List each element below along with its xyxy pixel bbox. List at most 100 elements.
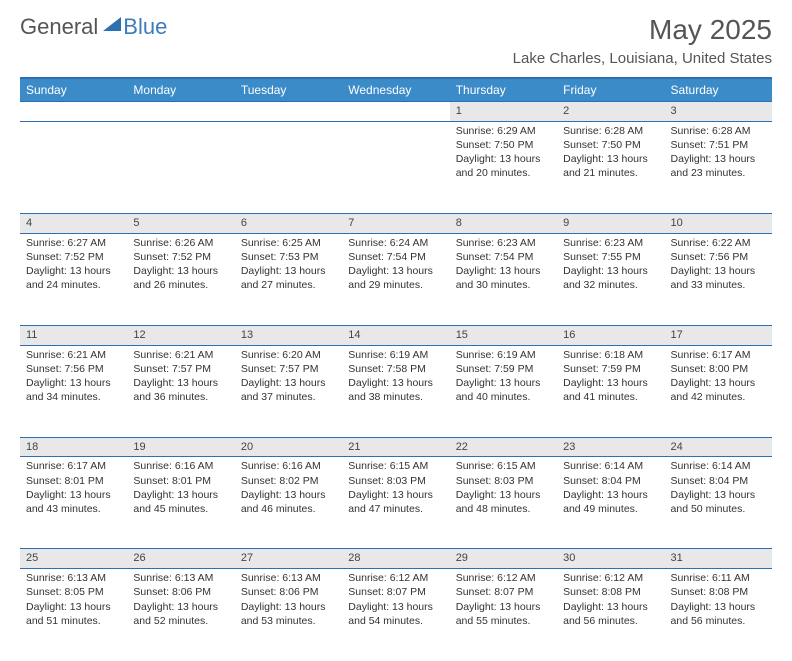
- month-title: May 2025: [513, 14, 772, 46]
- sunrise-line: Sunrise: 6:16 AM: [133, 459, 228, 473]
- day-number-cell: 8: [450, 213, 557, 233]
- day-cell: Sunrise: 6:17 AMSunset: 8:01 PMDaylight:…: [20, 457, 127, 549]
- day-cell-body: Sunrise: 6:26 AMSunset: 7:52 PMDaylight:…: [127, 234, 234, 297]
- daylight-line: Daylight: 13 hours and 26 minutes.: [133, 264, 228, 292]
- day-number-cell: 16: [557, 325, 664, 345]
- day-cell-body: Sunrise: 6:16 AMSunset: 8:01 PMDaylight:…: [127, 457, 234, 520]
- weekday-header-row: Sunday Monday Tuesday Wednesday Thursday…: [20, 78, 772, 102]
- day-cell: Sunrise: 6:24 AMSunset: 7:54 PMDaylight:…: [342, 233, 449, 325]
- day-cell: Sunrise: 6:29 AMSunset: 7:50 PMDaylight:…: [450, 121, 557, 213]
- day-cell: Sunrise: 6:22 AMSunset: 7:56 PMDaylight:…: [665, 233, 772, 325]
- day-cell-body: Sunrise: 6:18 AMSunset: 7:59 PMDaylight:…: [557, 346, 664, 409]
- week-row: Sunrise: 6:13 AMSunset: 8:05 PMDaylight:…: [20, 569, 772, 661]
- day-cell-body: Sunrise: 6:28 AMSunset: 7:51 PMDaylight:…: [665, 122, 772, 185]
- col-monday: Monday: [127, 78, 234, 102]
- day-number-cell: 19: [127, 437, 234, 457]
- day-number-cell: 12: [127, 325, 234, 345]
- sunset-line: Sunset: 8:00 PM: [671, 362, 766, 376]
- day-cell-body: Sunrise: 6:14 AMSunset: 8:04 PMDaylight:…: [665, 457, 772, 520]
- daylight-line: Daylight: 13 hours and 43 minutes.: [26, 488, 121, 516]
- day-cell: Sunrise: 6:21 AMSunset: 7:57 PMDaylight:…: [127, 345, 234, 437]
- day-cell: Sunrise: 6:12 AMSunset: 8:07 PMDaylight:…: [450, 569, 557, 661]
- daylight-line: Daylight: 13 hours and 41 minutes.: [563, 376, 658, 404]
- week-row: Sunrise: 6:21 AMSunset: 7:56 PMDaylight:…: [20, 345, 772, 437]
- day-cell-body: Sunrise: 6:13 AMSunset: 8:06 PMDaylight:…: [235, 569, 342, 632]
- sunrise-line: Sunrise: 6:29 AM: [456, 124, 551, 138]
- day-number-cell: 29: [450, 549, 557, 569]
- day-cell: Sunrise: 6:18 AMSunset: 7:59 PMDaylight:…: [557, 345, 664, 437]
- sunset-line: Sunset: 7:50 PM: [456, 138, 551, 152]
- day-number-cell: 21: [342, 437, 449, 457]
- day-number-cell: 14: [342, 325, 449, 345]
- day-number-cell: 18: [20, 437, 127, 457]
- day-number-cell: 2: [557, 102, 664, 122]
- sunrise-line: Sunrise: 6:12 AM: [563, 571, 658, 585]
- day-number-cell: 27: [235, 549, 342, 569]
- day-cell: Sunrise: 6:27 AMSunset: 7:52 PMDaylight:…: [20, 233, 127, 325]
- day-cell-body: Sunrise: 6:25 AMSunset: 7:53 PMDaylight:…: [235, 234, 342, 297]
- calendar-table: Sunday Monday Tuesday Wednesday Thursday…: [20, 77, 772, 661]
- day-cell-body: Sunrise: 6:22 AMSunset: 7:56 PMDaylight:…: [665, 234, 772, 297]
- daynum-row: 18192021222324: [20, 437, 772, 457]
- day-cell: Sunrise: 6:16 AMSunset: 8:01 PMDaylight:…: [127, 457, 234, 549]
- daylight-line: Daylight: 13 hours and 51 minutes.: [26, 600, 121, 628]
- day-number-cell: [20, 102, 127, 122]
- day-cell: Sunrise: 6:12 AMSunset: 8:07 PMDaylight:…: [342, 569, 449, 661]
- day-cell: Sunrise: 6:13 AMSunset: 8:05 PMDaylight:…: [20, 569, 127, 661]
- daylight-line: Daylight: 13 hours and 55 minutes.: [456, 600, 551, 628]
- day-cell-body: Sunrise: 6:17 AMSunset: 8:00 PMDaylight:…: [665, 346, 772, 409]
- day-cell: Sunrise: 6:14 AMSunset: 8:04 PMDaylight:…: [557, 457, 664, 549]
- sunrise-line: Sunrise: 6:13 AM: [133, 571, 228, 585]
- day-cell-body: Sunrise: 6:16 AMSunset: 8:02 PMDaylight:…: [235, 457, 342, 520]
- sunset-line: Sunset: 7:52 PM: [133, 250, 228, 264]
- daylight-line: Daylight: 13 hours and 36 minutes.: [133, 376, 228, 404]
- day-number-cell: [127, 102, 234, 122]
- sunrise-line: Sunrise: 6:23 AM: [563, 236, 658, 250]
- sunrise-line: Sunrise: 6:17 AM: [671, 348, 766, 362]
- day-cell-body: Sunrise: 6:15 AMSunset: 8:03 PMDaylight:…: [342, 457, 449, 520]
- day-cell: Sunrise: 6:28 AMSunset: 7:51 PMDaylight:…: [665, 121, 772, 213]
- day-cell: Sunrise: 6:11 AMSunset: 8:08 PMDaylight:…: [665, 569, 772, 661]
- logo: General Blue: [20, 14, 167, 40]
- sunset-line: Sunset: 8:02 PM: [241, 474, 336, 488]
- sunset-line: Sunset: 8:04 PM: [671, 474, 766, 488]
- sunrise-line: Sunrise: 6:20 AM: [241, 348, 336, 362]
- daylight-line: Daylight: 13 hours and 27 minutes.: [241, 264, 336, 292]
- day-number-cell: [342, 102, 449, 122]
- sunset-line: Sunset: 8:03 PM: [456, 474, 551, 488]
- sunrise-line: Sunrise: 6:24 AM: [348, 236, 443, 250]
- day-cell-body: Sunrise: 6:12 AMSunset: 8:08 PMDaylight:…: [557, 569, 664, 632]
- day-cell-body: Sunrise: 6:19 AMSunset: 7:58 PMDaylight:…: [342, 346, 449, 409]
- sunset-line: Sunset: 7:57 PM: [241, 362, 336, 376]
- daylight-line: Daylight: 13 hours and 48 minutes.: [456, 488, 551, 516]
- day-cell: Sunrise: 6:17 AMSunset: 8:00 PMDaylight:…: [665, 345, 772, 437]
- sunset-line: Sunset: 8:06 PM: [241, 585, 336, 599]
- daylight-line: Daylight: 13 hours and 50 minutes.: [671, 488, 766, 516]
- day-number-cell: [235, 102, 342, 122]
- day-number-cell: 23: [557, 437, 664, 457]
- day-cell-body: Sunrise: 6:12 AMSunset: 8:07 PMDaylight:…: [342, 569, 449, 632]
- daylight-line: Daylight: 13 hours and 56 minutes.: [671, 600, 766, 628]
- day-number-cell: 20: [235, 437, 342, 457]
- day-number-cell: 5: [127, 213, 234, 233]
- sunrise-line: Sunrise: 6:21 AM: [26, 348, 121, 362]
- sunset-line: Sunset: 7:59 PM: [456, 362, 551, 376]
- sunrise-line: Sunrise: 6:19 AM: [348, 348, 443, 362]
- day-cell-body: Sunrise: 6:15 AMSunset: 8:03 PMDaylight:…: [450, 457, 557, 520]
- col-saturday: Saturday: [665, 78, 772, 102]
- sunset-line: Sunset: 8:01 PM: [26, 474, 121, 488]
- sunrise-line: Sunrise: 6:16 AM: [241, 459, 336, 473]
- day-cell: Sunrise: 6:20 AMSunset: 7:57 PMDaylight:…: [235, 345, 342, 437]
- daylight-line: Daylight: 13 hours and 33 minutes.: [671, 264, 766, 292]
- day-cell-body: Sunrise: 6:11 AMSunset: 8:08 PMDaylight:…: [665, 569, 772, 632]
- logo-text-blue: Blue: [123, 14, 167, 40]
- sunrise-line: Sunrise: 6:22 AM: [671, 236, 766, 250]
- day-cell: Sunrise: 6:28 AMSunset: 7:50 PMDaylight:…: [557, 121, 664, 213]
- daylight-line: Daylight: 13 hours and 38 minutes.: [348, 376, 443, 404]
- col-friday: Friday: [557, 78, 664, 102]
- day-cell: Sunrise: 6:19 AMSunset: 7:59 PMDaylight:…: [450, 345, 557, 437]
- day-cell: Sunrise: 6:25 AMSunset: 7:53 PMDaylight:…: [235, 233, 342, 325]
- day-number-cell: 25: [20, 549, 127, 569]
- sunrise-line: Sunrise: 6:12 AM: [456, 571, 551, 585]
- daylight-line: Daylight: 13 hours and 23 minutes.: [671, 152, 766, 180]
